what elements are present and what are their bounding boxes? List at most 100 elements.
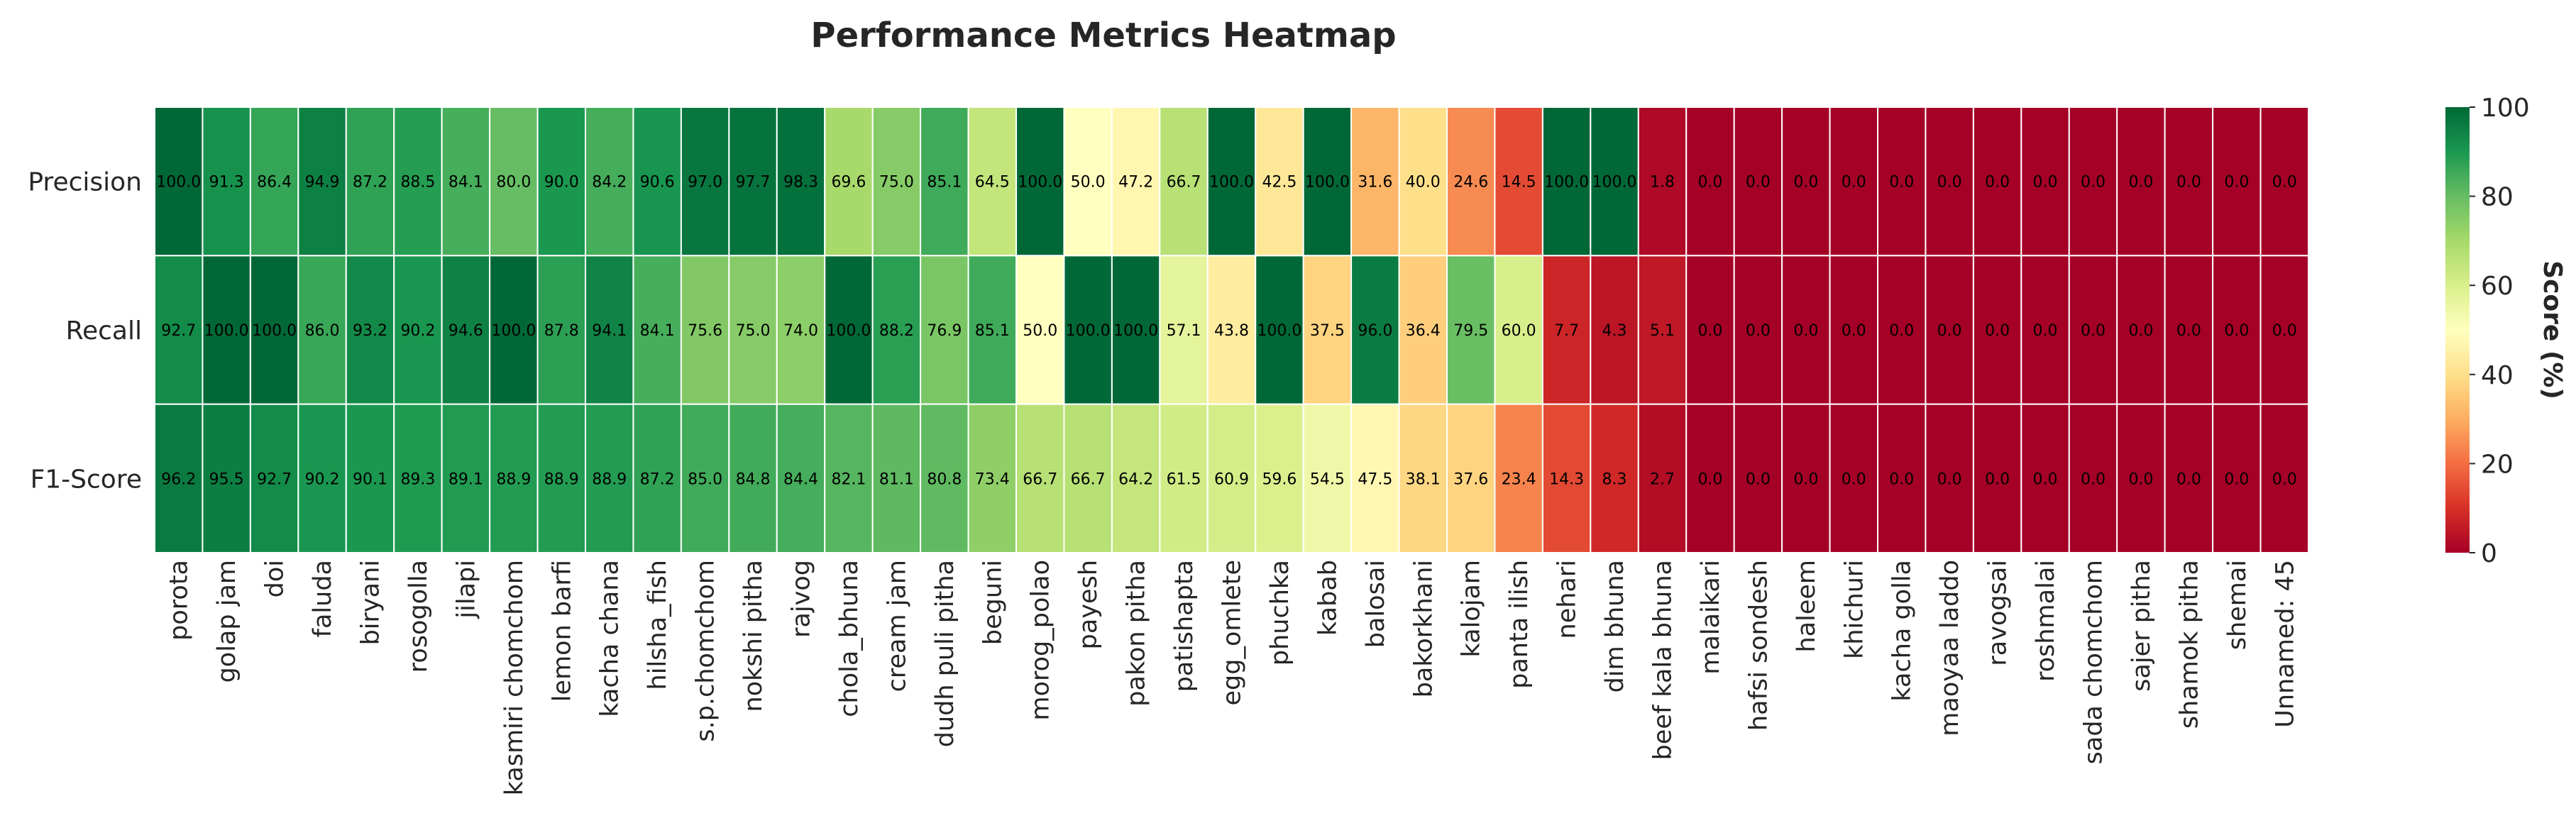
heatmap-cell <box>728 403 778 553</box>
cell-value-label: 47.5 <box>1358 470 1392 488</box>
heatmap-cell <box>1685 403 1735 553</box>
cell-value-label: 0.0 <box>2272 470 2297 488</box>
cell-value-label: 2.7 <box>1650 470 1675 488</box>
heatmap-cell <box>1206 403 1257 553</box>
heatmap-cell <box>536 255 586 405</box>
heatmap-cell <box>871 255 922 405</box>
heatmap-cell <box>2116 255 2166 405</box>
heatmap-cell <box>202 403 251 553</box>
cell-value-label: 0.0 <box>1746 470 1771 488</box>
cell-value-label: 97.0 <box>688 174 722 192</box>
cell-value-label: 14.3 <box>1549 470 1584 488</box>
cell-value-label: 40.0 <box>1406 174 1441 192</box>
heatmap-cell <box>536 403 586 553</box>
cell-value-label: 84.1 <box>448 174 483 192</box>
cell-value-label: 86.4 <box>257 174 292 192</box>
heatmap-cell <box>2020 403 2070 553</box>
column-label: shamok pitha <box>2175 560 2203 729</box>
heatmap-cell <box>1829 255 1879 405</box>
cell-value-label: 89.1 <box>448 470 483 488</box>
heatmap-cell <box>1637 403 1688 553</box>
column-label: rajvog <box>788 560 816 638</box>
colorbar-tick-label: 80 <box>2481 183 2514 212</box>
heatmap-cell <box>967 106 1018 257</box>
cell-value-label: 0.0 <box>1985 174 2010 192</box>
cell-value-label: 0.0 <box>1937 322 1962 340</box>
cell-value-label: 66.7 <box>1023 470 1057 488</box>
cell-value-label: 98.3 <box>783 174 818 192</box>
cell-value-label: 31.6 <box>1358 174 1392 192</box>
cell-value-label: 0.0 <box>2033 322 2058 340</box>
column-label: hafsi sondesh <box>1744 560 1773 731</box>
cell-value-label: 43.8 <box>1214 322 1249 340</box>
cell-value-label: 23.4 <box>1502 470 1536 488</box>
cell-value-label: 50.0 <box>1071 174 1106 192</box>
colorbar-tick-label: 40 <box>2481 361 2514 390</box>
cell-value-label: 92.7 <box>257 470 292 488</box>
cell-value-label: 0.0 <box>1842 174 1866 192</box>
heatmap-cell <box>1302 255 1353 405</box>
cell-value-label: 42.5 <box>1262 174 1297 192</box>
heatmap-cell <box>1159 106 1209 257</box>
cell-value-label: 75.6 <box>688 322 722 340</box>
cell-value-label: 100.0 <box>252 322 297 340</box>
heatmap-cell <box>1111 106 1161 257</box>
heatmap-cell <box>1494 255 1543 405</box>
heatmap-cell <box>1877 106 1927 257</box>
heatmap-cell <box>202 106 251 257</box>
cell-value-label: 88.2 <box>879 322 914 340</box>
column-label: golap jam <box>213 560 241 683</box>
cell-value-label: 100.0 <box>1066 322 1111 340</box>
column-label: kabab <box>1314 560 1342 636</box>
heatmap-cell <box>1925 255 1974 405</box>
heatmap-cell <box>871 106 922 257</box>
cell-value-label: 1.8 <box>1650 174 1675 192</box>
heatmap-cell <box>1302 106 1353 257</box>
column-label: bakorkhani <box>1409 560 1438 697</box>
cell-value-label: 100.0 <box>156 174 201 192</box>
column-label: Unnamed: 45 <box>2271 560 2299 728</box>
column-label: panta ilish <box>1505 560 1534 689</box>
heatmap-cell <box>1541 255 1592 405</box>
cell-value-label: 74.0 <box>783 322 818 340</box>
cell-value-label: 14.5 <box>1502 174 1536 192</box>
cell-value-label: 80.0 <box>496 174 531 192</box>
heatmap-cell <box>1590 106 1639 257</box>
cell-value-label: 57.1 <box>1167 322 1201 340</box>
column-label: sajer pitha <box>2128 560 2156 692</box>
column-label: roshmalai <box>2032 560 2060 682</box>
row-label: F1-Score <box>31 465 142 494</box>
cell-value-label: 66.7 <box>1071 470 1106 488</box>
cell-value-label: 0.0 <box>1793 470 1818 488</box>
cell-value-label: 61.5 <box>1167 470 1201 488</box>
column-label: malaikari <box>1697 560 1725 675</box>
column-label: lemon barfi <box>548 560 576 702</box>
colorbar-tick-label: 20 <box>2481 450 2514 479</box>
cell-value-label: 0.0 <box>1842 470 1866 488</box>
cell-value-label: 84.1 <box>640 322 675 340</box>
cell-value-label: 0.0 <box>1697 174 1722 192</box>
heatmap-cell <box>2164 106 2214 257</box>
heatmap-cell <box>1494 106 1543 257</box>
cell-value-label: 89.3 <box>400 470 435 488</box>
cell-value-label: 0.0 <box>1746 174 1771 192</box>
row-label: Precision <box>28 168 142 197</box>
heatmap-cell <box>776 255 826 405</box>
heatmap-cell <box>1972 403 2022 553</box>
heatmap-cell <box>2116 106 2166 257</box>
column-label: kacha chana <box>596 560 624 717</box>
cell-value-label: 0.0 <box>1985 322 2010 340</box>
heatmap-cell <box>202 255 251 405</box>
cell-value-label: 94.9 <box>305 174 340 192</box>
cell-value-label: 0.0 <box>2272 174 2297 192</box>
heatmap-cell <box>154 255 204 405</box>
cell-value-label: 88.9 <box>592 470 627 488</box>
heatmap-cell <box>1111 403 1161 553</box>
chart-title: Performance Metrics Heatmap <box>810 16 1396 55</box>
heatmap-cell-labels: 100.0 91.3 86.4 94.9 87.2 88.5 84.1 80.0 90.0 84.… <box>156 174 2297 489</box>
cell-value-label: 73.4 <box>975 470 1010 488</box>
cell-value-label: 54.5 <box>1310 470 1345 488</box>
cell-value-label: 0.0 <box>1889 322 1914 340</box>
cell-value-label: 94.6 <box>448 322 483 340</box>
heatmap-cell <box>2212 255 2262 405</box>
